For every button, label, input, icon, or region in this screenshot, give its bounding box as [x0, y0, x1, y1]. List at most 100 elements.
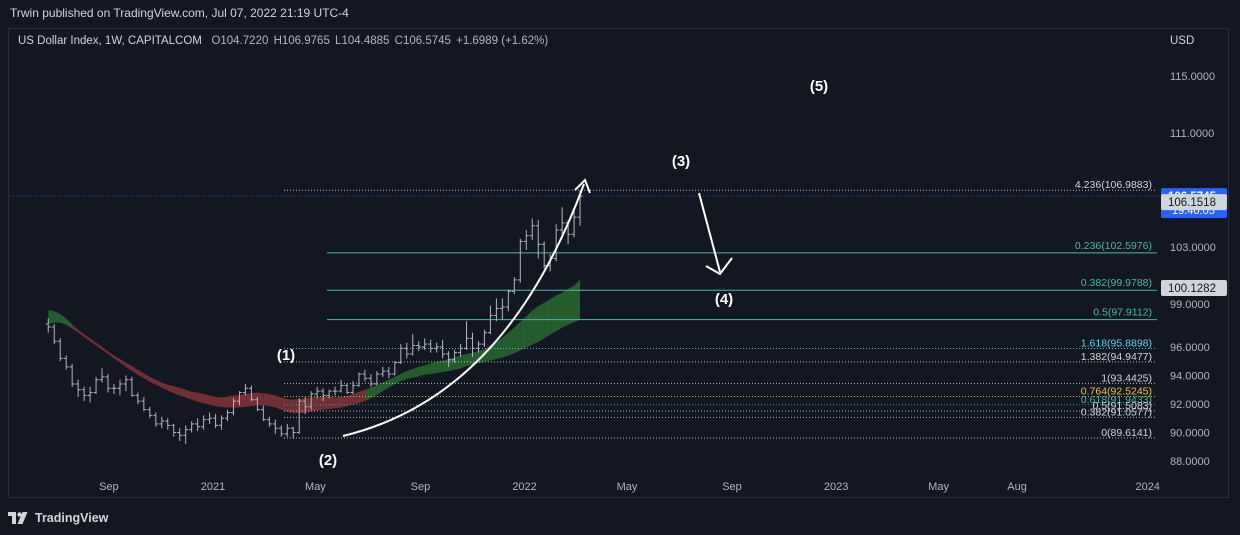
- ohlc-bar[interactable]: [278, 425, 284, 437]
- wave-label[interactable]: (1): [277, 347, 295, 364]
- ohlc-bar[interactable]: [195, 418, 201, 432]
- ohlc-bar[interactable]: [201, 415, 207, 430]
- ohlc-bar[interactable]: [517, 238, 523, 283]
- ohlc-bar[interactable]: [272, 419, 278, 434]
- ohlc-bar[interactable]: [177, 428, 183, 442]
- ohlc-bar[interactable]: [529, 218, 535, 240]
- ohlc-bar[interactable]: [189, 421, 195, 433]
- ohlc-bar[interactable]: [147, 406, 153, 419]
- ohlc-bar[interactable]: [260, 405, 266, 422]
- ohlc-bar[interactable]: [428, 339, 434, 353]
- ohlc-bar[interactable]: [344, 384, 350, 394]
- ohlc-bar[interactable]: [225, 409, 231, 422]
- ohlc-bar[interactable]: [380, 366, 386, 377]
- ohlc-bar[interactable]: [458, 344, 464, 357]
- wave-label[interactable]: (5): [810, 78, 828, 95]
- ohlc-bar[interactable]: [75, 379, 81, 397]
- ohlc-bar[interactable]: [446, 351, 452, 367]
- ohlc-bar[interactable]: [440, 339, 446, 359]
- ohlc-bar[interactable]: [535, 220, 541, 259]
- ohlc-bar[interactable]: [571, 208, 577, 238]
- price-marker[interactable]: 100.1282: [1161, 280, 1227, 297]
- ohlc-bar[interactable]: [63, 355, 69, 370]
- ohlc-bar[interactable]: [141, 396, 147, 412]
- ohlc-bar[interactable]: [386, 366, 392, 379]
- ohlc-bar[interactable]: [87, 386, 93, 403]
- ohlc-bar[interactable]: [171, 423, 177, 437]
- ohlc-bar[interactable]: [314, 386, 320, 399]
- ohlc-bar[interactable]: [493, 298, 499, 322]
- ohlc-bar[interactable]: [499, 298, 505, 320]
- ohlc-bar[interactable]: [320, 388, 326, 402]
- ohlc-bar[interactable]: [93, 376, 99, 394]
- ohlc-bar[interactable]: [165, 418, 171, 430]
- ohlc-bar[interactable]: [469, 332, 475, 357]
- ohlc-bar[interactable]: [416, 341, 422, 352]
- ohlc-bar[interactable]: [464, 321, 470, 350]
- ohlc-bar[interactable]: [434, 342, 440, 353]
- ohlc-bar[interactable]: [219, 415, 225, 430]
- ohlc-bar[interactable]: [236, 391, 242, 406]
- ohlc-bar[interactable]: [559, 207, 565, 235]
- tradingview-logo-icon[interactable]: [8, 512, 30, 524]
- ohlc-bar[interactable]: [183, 425, 189, 444]
- ohlc-bar[interactable]: [254, 396, 260, 412]
- ohlc-bar[interactable]: [284, 423, 290, 437]
- ohlc-bar[interactable]: [302, 396, 308, 414]
- tradingview-brand[interactable]: TradingView: [35, 511, 109, 525]
- wave-label[interactable]: (4): [715, 291, 733, 308]
- ohlc-bar[interactable]: [129, 376, 135, 397]
- price-marker[interactable]: 106.1518: [1161, 194, 1227, 211]
- wave-label[interactable]: (3): [672, 153, 690, 170]
- ohlc-bar[interactable]: [475, 341, 481, 353]
- ohlc-bar[interactable]: [296, 398, 302, 434]
- ohlc-bar[interactable]: [350, 381, 356, 394]
- ohlc-bar[interactable]: [69, 364, 75, 387]
- ohlc-bar[interactable]: [308, 391, 314, 410]
- impulse-arrow[interactable]: [342, 183, 585, 437]
- ohlc-bar[interactable]: [404, 342, 410, 359]
- ohlc-bar[interactable]: [326, 389, 332, 399]
- ohlc-bar[interactable]: [45, 318, 51, 333]
- ohlc-bar[interactable]: [248, 385, 254, 402]
- ohlc-bar[interactable]: [452, 349, 458, 363]
- ohlc-bar[interactable]: [338, 379, 344, 393]
- ohlc-bar[interactable]: [368, 374, 374, 387]
- chart-frame[interactable]: [8, 28, 1229, 498]
- ohlc-bar[interactable]: [230, 398, 236, 416]
- ohlc-bar[interactable]: [111, 384, 117, 394]
- ohlc-bar[interactable]: [541, 241, 547, 269]
- ohlc-bar[interactable]: [57, 338, 63, 362]
- symbol-info[interactable]: US Dollar Index, 1W, CAPITALCOM: [18, 35, 202, 47]
- ohlc-bar[interactable]: [81, 386, 87, 402]
- ohlc-bar[interactable]: [213, 413, 219, 429]
- ohlc-bar[interactable]: [410, 334, 416, 356]
- ohlc-bar[interactable]: [290, 426, 296, 439]
- ohlc-bar[interactable]: [523, 230, 529, 250]
- wave-label[interactable]: (2): [319, 452, 337, 469]
- ohlc-bar[interactable]: [266, 416, 272, 427]
- ohlc-bar[interactable]: [505, 289, 511, 312]
- ohlc-bar[interactable]: [332, 386, 338, 396]
- ohlc-bar[interactable]: [398, 344, 404, 365]
- ohlc-bar[interactable]: [374, 371, 380, 386]
- ohlc-bar[interactable]: [99, 368, 105, 383]
- ohlc-bar[interactable]: [487, 305, 493, 335]
- ohlc-bar[interactable]: [422, 338, 428, 350]
- ohlc-bar[interactable]: [135, 392, 141, 404]
- ohlc-bar[interactable]: [362, 369, 368, 382]
- ohlc-bar[interactable]: [207, 412, 213, 424]
- correction-arrow[interactable]: [698, 192, 721, 273]
- ohlc-bar[interactable]: [123, 375, 129, 392]
- ohlc-bar[interactable]: [105, 374, 111, 393]
- ohlc-bar[interactable]: [553, 224, 559, 262]
- ohlc-bar[interactable]: [153, 412, 159, 427]
- ohlc-bar[interactable]: [392, 361, 398, 376]
- ohlc-bar[interactable]: [117, 379, 123, 396]
- ohlc-bar[interactable]: [481, 329, 487, 347]
- ohlc-bar[interactable]: [159, 416, 165, 429]
- ohlc-bar[interactable]: [356, 372, 362, 387]
- ohlc-bar[interactable]: [511, 277, 517, 295]
- ohlc-bar[interactable]: [51, 324, 57, 345]
